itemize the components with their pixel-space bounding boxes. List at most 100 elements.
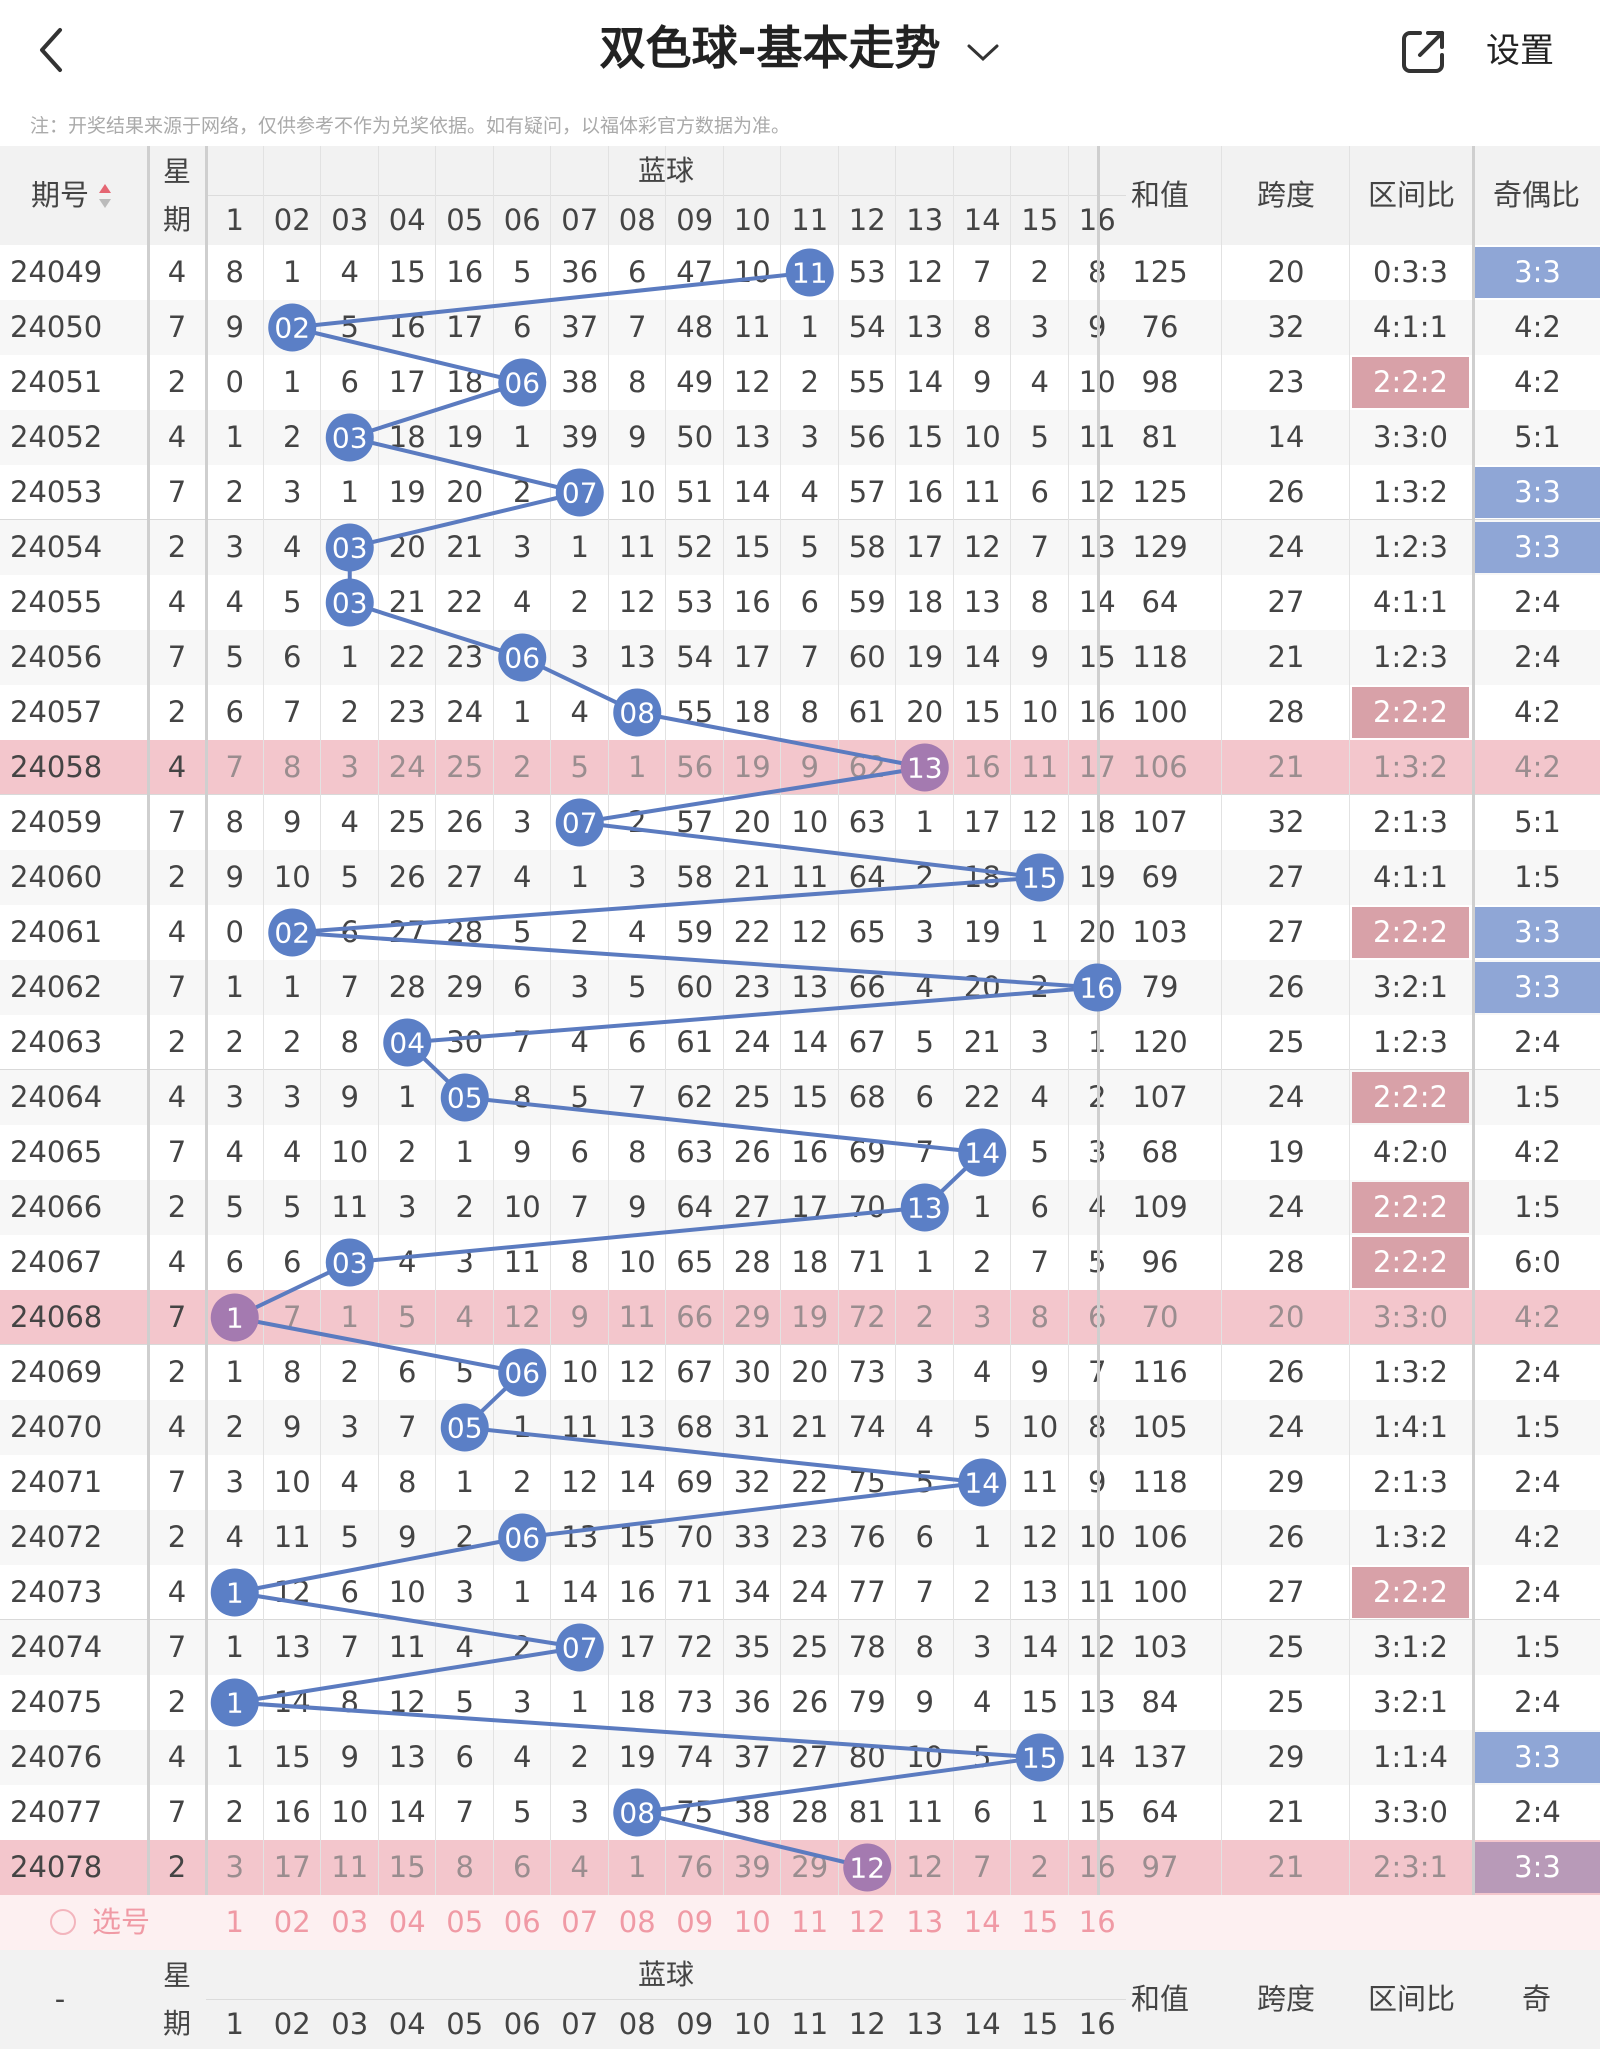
pick-number[interactable]: 11 bbox=[791, 1905, 829, 1939]
miss-count-cell: 6 bbox=[340, 915, 359, 949]
table-row[interactable] bbox=[0, 1620, 1600, 1675]
range-cell: 1:3:2 bbox=[1373, 750, 1448, 784]
pick-number[interactable]: 15 bbox=[1021, 1905, 1059, 1939]
table-row[interactable] bbox=[0, 1840, 1600, 1895]
miss-count-cell: 7 bbox=[283, 1300, 302, 1334]
miss-count-cell: 73 bbox=[848, 1355, 886, 1389]
miss-count-cell: 1 bbox=[340, 475, 359, 509]
settings-button[interactable]: 设置 bbox=[1486, 31, 1554, 71]
span-cell: 25 bbox=[1267, 1025, 1305, 1059]
header-issue-label[interactable]: 期号 bbox=[30, 178, 89, 212]
miss-count-cell: 10 bbox=[733, 255, 771, 289]
table-row[interactable] bbox=[0, 1070, 1600, 1125]
sum-cell: 81 bbox=[1141, 420, 1179, 454]
trend-segment bbox=[636, 1755, 1041, 1815]
pick-number[interactable]: 16 bbox=[1078, 1905, 1116, 1939]
table-row[interactable] bbox=[0, 355, 1600, 410]
pick-number[interactable]: 04 bbox=[388, 1905, 426, 1939]
miss-count-cell: 15 bbox=[791, 1080, 829, 1114]
pick-number[interactable]: 02 bbox=[273, 1905, 311, 1939]
miss-count-cell: 1 bbox=[570, 1685, 589, 1719]
table-row[interactable] bbox=[0, 520, 1600, 575]
week-cell: 2 bbox=[167, 695, 187, 729]
pick-number[interactable]: 14 bbox=[963, 1905, 1001, 1939]
table-row[interactable] bbox=[0, 1015, 1600, 1070]
blue-ball-number: 02 bbox=[274, 312, 310, 345]
parity-cell: 4:2 bbox=[1514, 750, 1561, 784]
miss-count-cell: 19 bbox=[446, 420, 484, 454]
pick-number[interactable]: 13 bbox=[906, 1905, 944, 1939]
table-row[interactable] bbox=[0, 905, 1600, 960]
trend-segment bbox=[234, 1535, 523, 1595]
miss-count-cell: 72 bbox=[676, 1630, 714, 1664]
miss-count-cell: 2 bbox=[283, 420, 302, 454]
miss-count-cell: 10 bbox=[503, 1190, 541, 1224]
blue-ball-number: 06 bbox=[504, 1357, 540, 1390]
pick-number[interactable]: 1 bbox=[225, 1905, 244, 1939]
trend-segment bbox=[234, 1315, 523, 1375]
range-cell: 2:2:2 bbox=[1352, 907, 1469, 958]
page-title-dropdown[interactable]: 双色球-基本走势 bbox=[0, 18, 1600, 78]
pick-number[interactable]: 05 bbox=[446, 1905, 484, 1939]
table-row[interactable] bbox=[0, 795, 1600, 850]
pick-number[interactable]: 09 bbox=[676, 1905, 714, 1939]
pick-number[interactable]: 10 bbox=[733, 1905, 771, 1939]
table-row[interactable] bbox=[0, 1235, 1600, 1290]
miss-count-cell: 19 bbox=[963, 915, 1001, 949]
pick-radio-icon[interactable] bbox=[50, 1909, 76, 1935]
table-row[interactable] bbox=[0, 1785, 1600, 1840]
miss-count-cell: 2 bbox=[1030, 1850, 1049, 1884]
miss-count-cell: 2 bbox=[225, 1410, 244, 1444]
pick-number[interactable]: 06 bbox=[503, 1905, 541, 1939]
table-row[interactable] bbox=[0, 1180, 1600, 1235]
miss-count-cell: 7 bbox=[915, 1575, 934, 1609]
grid-line bbox=[262, 146, 264, 1950]
parity-cell: 4:2 bbox=[1514, 695, 1561, 729]
table-row[interactable] bbox=[0, 1565, 1600, 1620]
miss-count-cell: 24 bbox=[733, 1025, 771, 1059]
table-row[interactable] bbox=[0, 1400, 1600, 1455]
miss-count-cell: 34 bbox=[733, 1575, 771, 1609]
miss-count-cell: 5 bbox=[800, 530, 819, 564]
table-row[interactable] bbox=[0, 1510, 1600, 1565]
pick-number[interactable]: 07 bbox=[561, 1905, 599, 1939]
miss-count-cell: 10 bbox=[906, 1740, 944, 1774]
miss-count-cell: 53 bbox=[848, 255, 886, 289]
span-cell: 26 bbox=[1267, 1355, 1305, 1389]
week-cell: 7 bbox=[167, 1630, 187, 1664]
back-button[interactable] bbox=[30, 22, 70, 78]
table-row[interactable] bbox=[0, 1290, 1600, 1345]
pick-number[interactable]: 08 bbox=[618, 1905, 656, 1939]
miss-count-cell: 9 bbox=[628, 1190, 647, 1224]
miss-count-cell: 67 bbox=[676, 1355, 714, 1389]
miss-count-cell: 3 bbox=[973, 1300, 992, 1334]
table-row[interactable] bbox=[0, 465, 1600, 520]
table-row[interactable] bbox=[0, 300, 1600, 355]
miss-count-cell: 3 bbox=[225, 530, 244, 564]
table-row[interactable] bbox=[0, 685, 1600, 740]
issue-cell: 24063 bbox=[10, 1025, 103, 1059]
share-button[interactable] bbox=[1400, 27, 1448, 75]
miss-count-cell: 14 bbox=[561, 1575, 599, 1609]
pick-number[interactable]: 12 bbox=[848, 1905, 886, 1939]
table-row[interactable] bbox=[0, 1675, 1600, 1730]
table-row[interactable] bbox=[0, 575, 1600, 630]
pick-label[interactable]: 选号 bbox=[92, 1905, 151, 1939]
trend-segment bbox=[349, 1205, 925, 1265]
table-row[interactable] bbox=[0, 1345, 1600, 1400]
range-cell: 4:2:0 bbox=[1373, 1135, 1448, 1169]
miss-count-cell: 20 bbox=[791, 1355, 829, 1389]
sort-icon[interactable] bbox=[98, 182, 112, 210]
sum-cell: 97 bbox=[1141, 1850, 1179, 1884]
week-cell: 7 bbox=[167, 1795, 187, 1829]
pick-number[interactable]: 03 bbox=[331, 1905, 369, 1939]
table-row[interactable] bbox=[0, 630, 1600, 685]
miss-count-cell: 2 bbox=[340, 1355, 359, 1389]
week-cell: 2 bbox=[167, 1520, 187, 1554]
miss-count-cell: 32 bbox=[733, 1465, 771, 1499]
parity-cell: 4:2 bbox=[1514, 310, 1561, 344]
table-row[interactable] bbox=[0, 410, 1600, 465]
sum-cell: 79 bbox=[1141, 970, 1179, 1004]
issue-cell: 24067 bbox=[10, 1245, 103, 1279]
